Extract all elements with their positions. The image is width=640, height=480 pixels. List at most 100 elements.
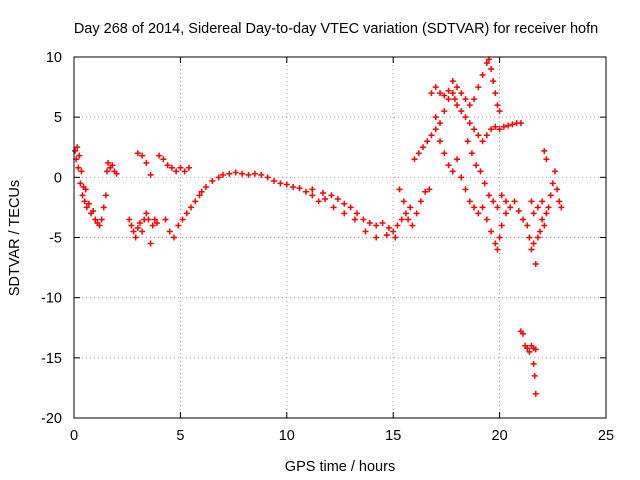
data-point bbox=[464, 138, 471, 145]
data-point bbox=[537, 228, 544, 235]
data-point bbox=[466, 102, 473, 109]
data-point bbox=[296, 185, 303, 192]
data-point bbox=[385, 224, 392, 231]
plot-area bbox=[72, 56, 565, 397]
data-point bbox=[532, 390, 539, 397]
data-point bbox=[458, 108, 465, 115]
data-point bbox=[422, 188, 429, 195]
data-point bbox=[492, 90, 499, 97]
data-point bbox=[309, 192, 316, 199]
data-point bbox=[432, 126, 439, 133]
data-point bbox=[488, 126, 495, 133]
data-point bbox=[239, 170, 246, 177]
data-point bbox=[258, 171, 265, 178]
data-point bbox=[483, 60, 490, 67]
data-point bbox=[209, 177, 216, 184]
data-point bbox=[528, 198, 535, 205]
data-point bbox=[145, 216, 152, 223]
data-point bbox=[202, 183, 209, 190]
data-point bbox=[162, 216, 169, 223]
x-tick-label: 10 bbox=[279, 428, 295, 444]
data-point bbox=[407, 204, 414, 211]
data-point bbox=[449, 168, 456, 175]
data-point bbox=[74, 144, 81, 151]
data-point bbox=[539, 216, 546, 223]
data-point bbox=[428, 132, 435, 139]
data-point bbox=[251, 170, 258, 177]
data-point bbox=[319, 189, 326, 196]
data-point bbox=[441, 92, 448, 99]
data-point bbox=[171, 234, 178, 241]
data-point bbox=[490, 198, 497, 205]
data-point bbox=[396, 186, 403, 193]
x-axis-label: GPS time / hours bbox=[285, 459, 395, 475]
data-point bbox=[479, 204, 486, 211]
data-point bbox=[85, 200, 92, 207]
data-point bbox=[543, 156, 550, 163]
data-point bbox=[347, 204, 354, 211]
data-point bbox=[156, 152, 163, 159]
data-point bbox=[475, 210, 482, 217]
data-point bbox=[426, 186, 433, 193]
data-point bbox=[245, 171, 252, 178]
x-tick-label: 5 bbox=[176, 428, 184, 444]
data-point bbox=[524, 222, 531, 229]
data-point bbox=[454, 102, 461, 109]
data-point bbox=[526, 234, 533, 241]
data-point bbox=[185, 164, 192, 171]
data-point bbox=[179, 216, 186, 223]
x-tick-label: 25 bbox=[598, 428, 614, 444]
data-point bbox=[82, 186, 89, 193]
data-point bbox=[498, 222, 505, 229]
data-point bbox=[432, 114, 439, 121]
data-point bbox=[147, 171, 154, 178]
data-point bbox=[153, 220, 160, 227]
data-point bbox=[475, 132, 482, 139]
data-point bbox=[511, 198, 518, 205]
y-tick-label: 0 bbox=[54, 170, 62, 186]
x-tick-label: 0 bbox=[70, 428, 78, 444]
y-tick-label: -20 bbox=[41, 411, 62, 427]
data-point bbox=[322, 195, 329, 202]
data-point bbox=[77, 180, 84, 187]
data-point bbox=[500, 123, 507, 130]
data-point bbox=[136, 220, 143, 227]
data-point bbox=[379, 220, 386, 227]
data-point bbox=[473, 162, 480, 169]
data-point bbox=[277, 180, 284, 187]
data-point bbox=[543, 210, 550, 217]
data-point bbox=[417, 198, 424, 205]
data-point bbox=[462, 96, 469, 103]
data-point bbox=[496, 126, 503, 133]
data-point bbox=[373, 234, 380, 241]
data-point bbox=[530, 360, 537, 367]
y-axis-label: SDTVAR / TECUs bbox=[7, 180, 23, 296]
data-point bbox=[498, 192, 505, 199]
data-point bbox=[139, 228, 146, 235]
data-point bbox=[479, 138, 486, 145]
data-point bbox=[134, 150, 141, 157]
y-tick-label: -15 bbox=[41, 351, 62, 367]
axis-ticks: 0 5 10 15 20 25 10 5 0 -5 -10 -15 -20 bbox=[41, 50, 614, 444]
data-point bbox=[126, 216, 133, 223]
data-point bbox=[530, 210, 537, 217]
data-point bbox=[109, 162, 116, 169]
data-point bbox=[96, 222, 103, 229]
data-point bbox=[534, 234, 541, 241]
data-point bbox=[539, 198, 546, 205]
data-point bbox=[405, 216, 412, 223]
data-point bbox=[475, 84, 482, 91]
data-point bbox=[181, 168, 188, 175]
data-point bbox=[264, 174, 271, 181]
data-point bbox=[139, 152, 146, 159]
data-point bbox=[437, 90, 444, 97]
data-point bbox=[494, 102, 501, 109]
data-point bbox=[76, 152, 83, 159]
data-point bbox=[541, 147, 548, 154]
data-point bbox=[451, 96, 458, 103]
data-point bbox=[413, 210, 420, 217]
data-point bbox=[524, 345, 531, 352]
data-point bbox=[483, 132, 490, 139]
data-point bbox=[471, 204, 478, 211]
data-point bbox=[551, 168, 558, 175]
